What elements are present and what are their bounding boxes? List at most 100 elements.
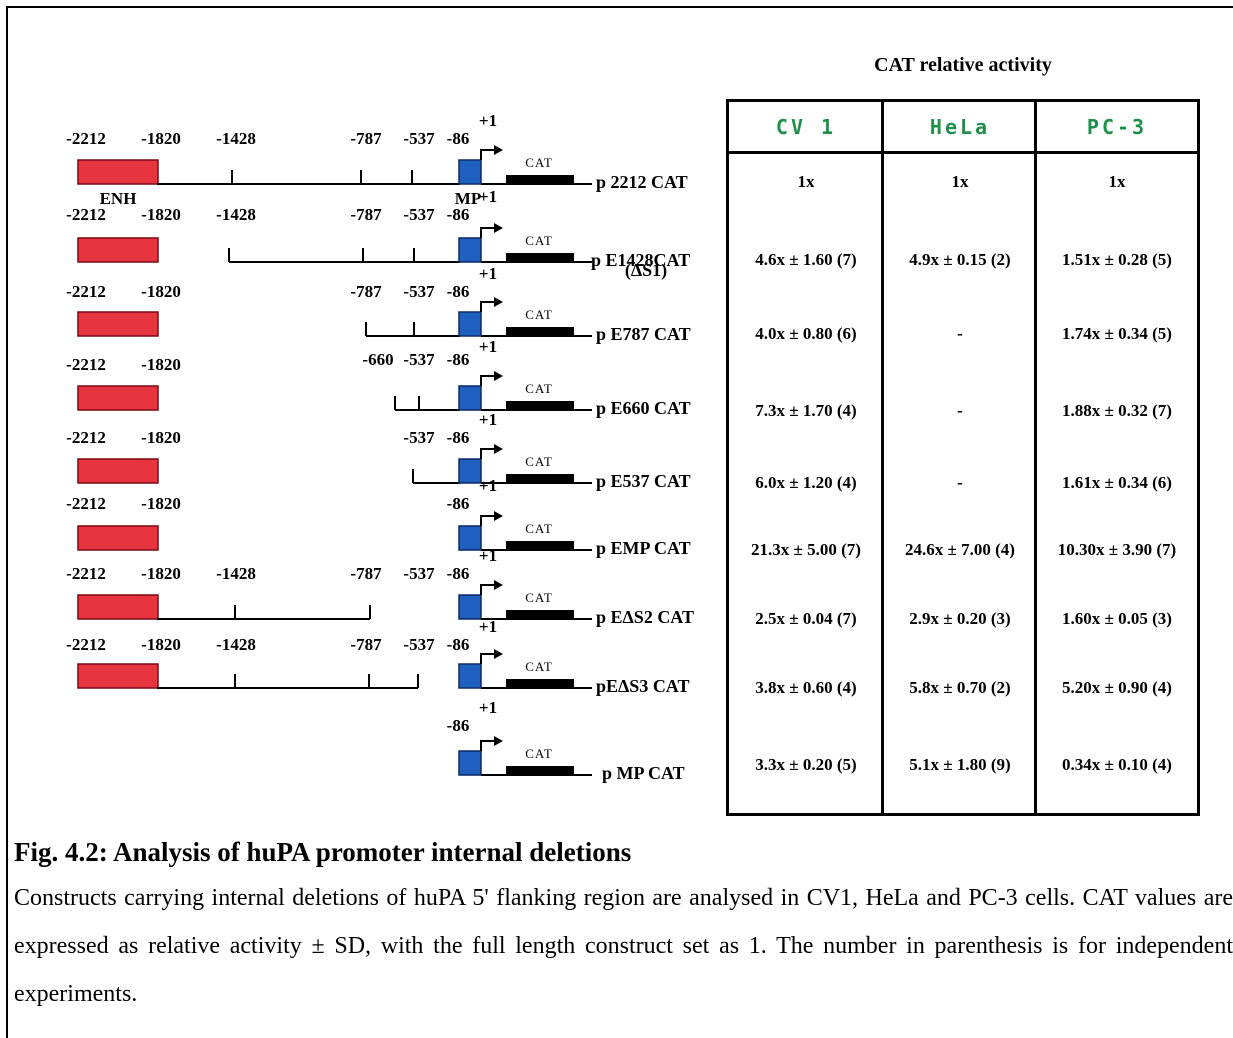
arrow-head-icon (494, 223, 503, 233)
position-label: -787 (350, 205, 382, 224)
position-label: -537 (403, 205, 435, 224)
position-label: +1 (479, 476, 497, 495)
figure-title: Fig. 4.2: Analysis of huPA promoter inte… (14, 837, 632, 867)
position-label: -1820 (141, 494, 181, 513)
position-label: -1820 (141, 205, 181, 224)
transcription-start-arrow (480, 740, 495, 751)
position-label: -86 (447, 494, 470, 513)
minimal-promoter-box (458, 750, 482, 776)
position-label: -787 (350, 564, 382, 583)
construct-name: p E537 CAT (596, 471, 691, 491)
position-label: -787 (350, 282, 382, 301)
cat-label: CAT (525, 521, 553, 536)
construct-name: p E660 CAT (596, 398, 691, 418)
enhancer-box (77, 311, 159, 337)
activity-value-cell: 5.1x ± 1.80 (9) (909, 755, 1011, 774)
transcription-start-arrow (480, 227, 495, 238)
position-label: -86 (447, 282, 470, 301)
position-label: -787 (350, 635, 382, 654)
arrow-head-icon (494, 371, 503, 381)
construct-name: p E787 CAT (596, 324, 691, 344)
position-label: +1 (479, 264, 497, 283)
cat-reporter-box (506, 766, 574, 776)
activity-value-cell: 2.9x ± 0.20 (3) (909, 609, 1011, 628)
activity-value-cell: 1x (1108, 172, 1126, 191)
cat-reporter-box (506, 175, 574, 185)
cat-label: CAT (525, 659, 553, 674)
minimal-promoter-box (458, 311, 482, 337)
activity-value-cell: 1x (797, 172, 815, 191)
activity-value-cell: - (957, 473, 963, 492)
minimal-promoter-box (458, 525, 482, 551)
position-label: -537 (403, 635, 435, 654)
enhancer-box (77, 159, 159, 185)
position-label: -86 (447, 716, 470, 735)
transcription-start-arrow (480, 584, 495, 595)
activity-table: CV 1 HeLa PC-3 1x 1x 1x 4.6x ± 1.60 (7) 4.9x… (726, 99, 1200, 816)
transcription-start-arrow (480, 515, 495, 526)
activity-value-cell: 4.0x ± 0.80 (6) (755, 324, 857, 343)
cat-reporter-box (506, 253, 574, 263)
activity-value-cell: 0.34x ± 0.10 (4) (1062, 755, 1172, 774)
position-label: +1 (479, 410, 497, 429)
construct-diagram: CAT -2212 -1820 -1428 -787 -537 -86 +1 ENH MP p 22… (66, 111, 694, 783)
cat-reporter-box (506, 610, 574, 620)
activity-value-cell: 1.51x ± 0.28 (5) (1062, 250, 1172, 269)
position-label: +1 (479, 698, 497, 717)
construct-name: p 2212 CAT (596, 172, 688, 192)
column-header-hela: HeLa (929, 115, 991, 139)
column-divider (1034, 102, 1037, 813)
position-label: -1428 (216, 205, 256, 224)
position-label: -2212 (66, 494, 106, 513)
column-header-cv1: CV 1 (775, 115, 837, 139)
column-divider (881, 102, 884, 813)
arrow-head-icon (494, 736, 503, 746)
position-label: -537 (403, 350, 435, 369)
position-label: -2212 (66, 428, 106, 447)
cat-label: CAT (525, 454, 553, 469)
activity-value-cell: 3.3x ± 0.20 (5) (755, 755, 857, 774)
arrow-head-icon (494, 511, 503, 521)
position-label: -537 (403, 282, 435, 301)
position-label: -537 (403, 564, 435, 583)
cat-label: CAT (525, 381, 553, 396)
minimal-promoter-box (458, 458, 482, 484)
construct-name: pEΔS3 CAT (596, 676, 689, 696)
position-label: -2212 (66, 129, 106, 148)
position-label: -537 (403, 129, 435, 148)
transcription-start-arrow (480, 653, 495, 664)
enhancer-box (77, 458, 159, 484)
arrow-head-icon (494, 297, 503, 307)
position-label: -2212 (66, 282, 106, 301)
position-label: -1820 (141, 129, 181, 148)
minimal-promoter-box (458, 385, 482, 411)
activity-value-cell: 1.74x ± 0.34 (5) (1062, 324, 1172, 343)
header-divider (729, 151, 1197, 154)
position-label: -660 (362, 350, 393, 369)
position-label: -1428 (216, 635, 256, 654)
activity-value-cell: 7.3x ± 1.70 (4) (755, 401, 857, 420)
activity-value-cell: 1.61x ± 0.34 (6) (1062, 473, 1172, 492)
cat-label: CAT (525, 746, 553, 761)
arrow-head-icon (494, 649, 503, 659)
position-label: +1 (479, 617, 497, 636)
position-label: -1820 (141, 635, 181, 654)
position-label: -2212 (66, 635, 106, 654)
activity-title: CAT relative activity (874, 54, 1052, 76)
activity-value-cell: 4.9x ± 0.15 (2) (909, 250, 1011, 269)
position-label: -1820 (141, 282, 181, 301)
construct-name: p E1428CAT (591, 250, 690, 270)
activity-value-cell: 2.5x ± 0.04 (7) (755, 609, 857, 628)
arrow-head-icon (494, 580, 503, 590)
enhancer-box (77, 385, 159, 411)
enhancer-box (77, 237, 159, 263)
activity-value-cell: 6.0x ± 1.20 (4) (755, 473, 857, 492)
cat-label: CAT (525, 155, 553, 170)
position-label: -1428 (216, 564, 256, 583)
position-label: -86 (447, 428, 470, 447)
activity-value-cell: 10.30x ± 3.90 (7) (1057, 540, 1177, 559)
position-label: -1428 (216, 129, 256, 148)
minimal-promoter-box (458, 237, 482, 263)
transcription-start-arrow (480, 149, 495, 160)
position-label: -86 (447, 129, 470, 148)
